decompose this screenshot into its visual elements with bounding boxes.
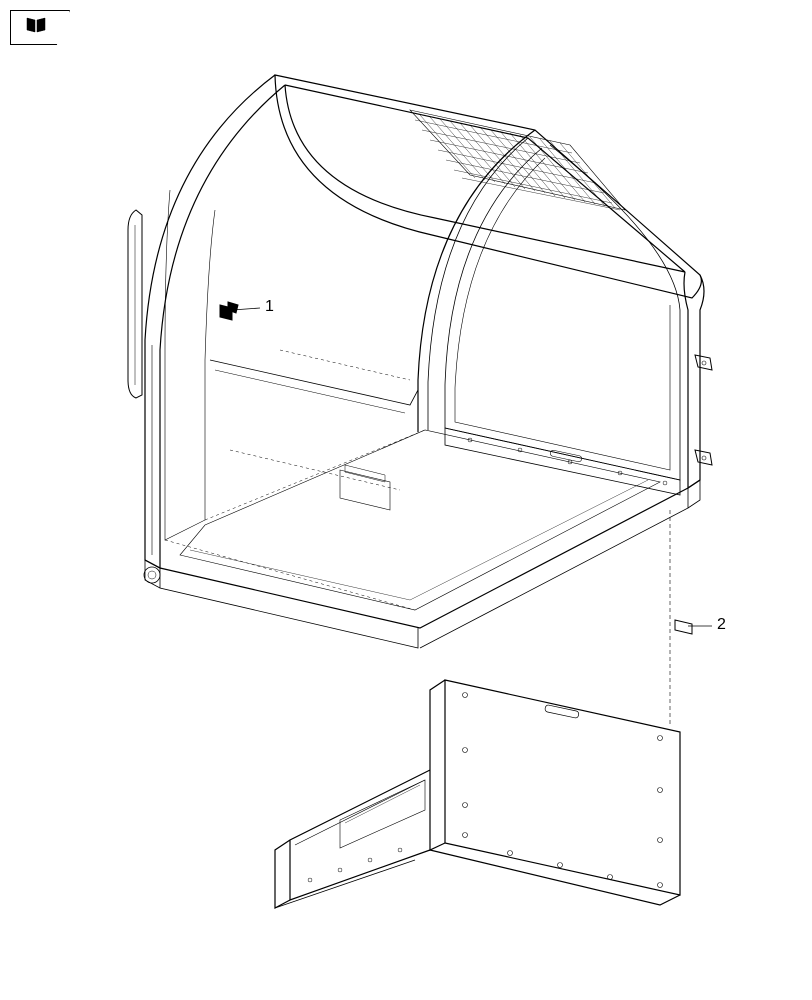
page-marker-icon	[10, 10, 70, 45]
callout-2-label: 2	[717, 616, 726, 634]
exploded-diagram: 1 2	[80, 50, 760, 950]
book-icon	[25, 16, 49, 39]
cab-frame-drawing	[80, 50, 760, 950]
callout-1-label: 1	[265, 298, 274, 316]
